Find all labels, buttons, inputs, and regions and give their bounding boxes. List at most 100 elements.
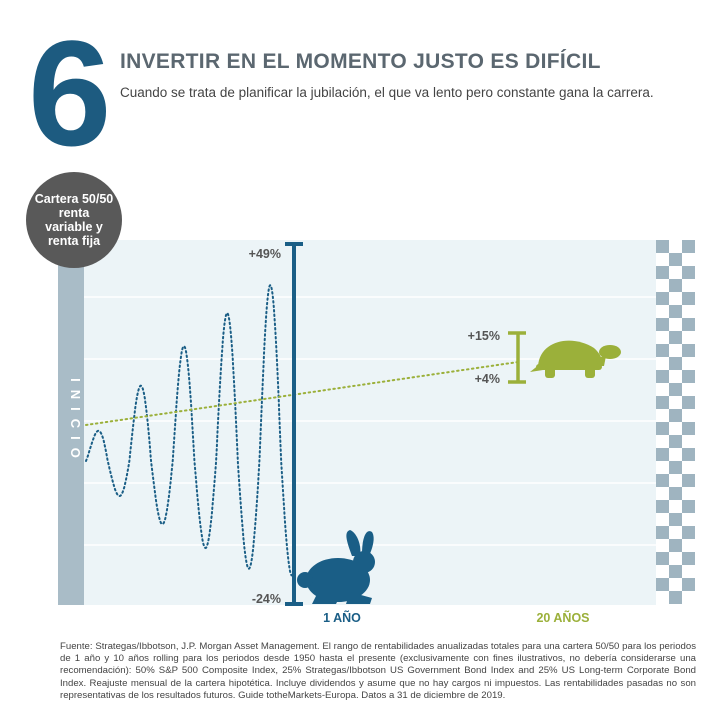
checker-square bbox=[656, 578, 669, 591]
checker-square bbox=[682, 240, 695, 253]
checker-square bbox=[682, 318, 695, 331]
checker-square bbox=[669, 357, 682, 370]
checker-square bbox=[669, 279, 682, 292]
twenty-year-min-label: +4% bbox=[475, 372, 500, 386]
checker-square bbox=[682, 500, 695, 513]
checker-square bbox=[656, 565, 669, 578]
checker-square bbox=[669, 396, 682, 409]
checker-square bbox=[682, 526, 695, 539]
checker-square bbox=[669, 526, 682, 539]
checker-square bbox=[682, 305, 695, 318]
checker-square bbox=[669, 266, 682, 279]
category-label-20-years: 20 AÑOS bbox=[536, 610, 589, 625]
checker-square bbox=[656, 253, 669, 266]
checker-square bbox=[682, 344, 695, 357]
checker-square bbox=[656, 448, 669, 461]
checker-square bbox=[682, 461, 695, 474]
checker-square bbox=[669, 552, 682, 565]
checker-square bbox=[669, 344, 682, 357]
checker-square bbox=[669, 383, 682, 396]
checker-square bbox=[669, 318, 682, 331]
checker-square bbox=[656, 240, 669, 253]
checker-square bbox=[656, 539, 669, 552]
checker-square bbox=[669, 331, 682, 344]
checker-square bbox=[656, 487, 669, 500]
checker-square bbox=[669, 370, 682, 383]
category-label-1-year: 1 AÑO bbox=[323, 610, 361, 625]
checker-square bbox=[682, 266, 695, 279]
checker-square bbox=[656, 331, 669, 344]
checker-square bbox=[669, 292, 682, 305]
one-year-max-label: +49% bbox=[249, 247, 281, 261]
one-year-min-label: -24% bbox=[252, 592, 281, 606]
checker-square bbox=[656, 591, 669, 604]
checker-square bbox=[669, 513, 682, 526]
checker-square bbox=[682, 565, 695, 578]
page-title: INVERTIR EN EL MOMENTO JUSTO ES DIFÍCIL bbox=[120, 50, 601, 73]
checker-square bbox=[656, 461, 669, 474]
page-subtitle: Cuando se trata de planificar la jubilac… bbox=[120, 85, 654, 100]
checker-square bbox=[682, 409, 695, 422]
checker-square bbox=[682, 331, 695, 344]
checker-square bbox=[669, 565, 682, 578]
checker-square bbox=[669, 240, 682, 253]
checker-square bbox=[669, 461, 682, 474]
checker-square bbox=[682, 435, 695, 448]
checker-square bbox=[656, 292, 669, 305]
checker-square bbox=[682, 279, 695, 292]
checker-square bbox=[682, 474, 695, 487]
checker-square bbox=[682, 539, 695, 552]
checker-square bbox=[656, 552, 669, 565]
checker-square bbox=[656, 305, 669, 318]
checker-square bbox=[669, 305, 682, 318]
checker-square bbox=[682, 552, 695, 565]
checker-square bbox=[682, 292, 695, 305]
checker-square bbox=[669, 500, 682, 513]
checker-square bbox=[656, 422, 669, 435]
turtle-icon bbox=[530, 340, 621, 378]
portfolio-badge: Cartera 50/50 renta variable y renta fij… bbox=[26, 172, 122, 268]
checker-square bbox=[656, 474, 669, 487]
checker-square bbox=[656, 266, 669, 279]
chapter-number: 6 bbox=[28, 9, 112, 177]
checker-square bbox=[682, 513, 695, 526]
checker-square bbox=[656, 357, 669, 370]
checker-square bbox=[669, 448, 682, 461]
checker-square bbox=[669, 253, 682, 266]
checker-square bbox=[656, 396, 669, 409]
checker-square bbox=[656, 279, 669, 292]
chart-area: INICIO +49% -24% +15% +4% bbox=[58, 240, 695, 625]
checker-square bbox=[656, 344, 669, 357]
checker-square bbox=[669, 409, 682, 422]
checker-square bbox=[656, 383, 669, 396]
start-bar bbox=[58, 240, 84, 605]
checker-square bbox=[682, 253, 695, 266]
checkered-flag-icon bbox=[656, 240, 695, 604]
checker-square bbox=[656, 409, 669, 422]
checker-square bbox=[682, 422, 695, 435]
checker-square bbox=[669, 474, 682, 487]
checker-square bbox=[682, 396, 695, 409]
checker-square bbox=[682, 448, 695, 461]
checker-square bbox=[682, 487, 695, 500]
checker-square bbox=[656, 513, 669, 526]
source-footnote: Fuente: Strategas/Ibbotson, J.P. Morgan … bbox=[60, 641, 696, 701]
checker-square bbox=[669, 578, 682, 591]
checker-square bbox=[682, 357, 695, 370]
one-year-range-bar bbox=[285, 242, 303, 606]
checker-square bbox=[656, 318, 669, 331]
checker-square bbox=[669, 435, 682, 448]
checker-square bbox=[682, 370, 695, 383]
rabbit-icon bbox=[297, 530, 375, 604]
checker-square bbox=[656, 435, 669, 448]
checker-square bbox=[669, 591, 682, 604]
twenty-year-range-bar bbox=[508, 331, 526, 384]
checker-square bbox=[682, 383, 695, 396]
checker-square bbox=[682, 578, 695, 591]
checker-square bbox=[656, 500, 669, 513]
short-term-path bbox=[85, 283, 293, 577]
checker-square bbox=[656, 526, 669, 539]
checker-square bbox=[669, 539, 682, 552]
checker-square bbox=[656, 370, 669, 383]
twenty-year-max-label: +15% bbox=[468, 329, 500, 343]
